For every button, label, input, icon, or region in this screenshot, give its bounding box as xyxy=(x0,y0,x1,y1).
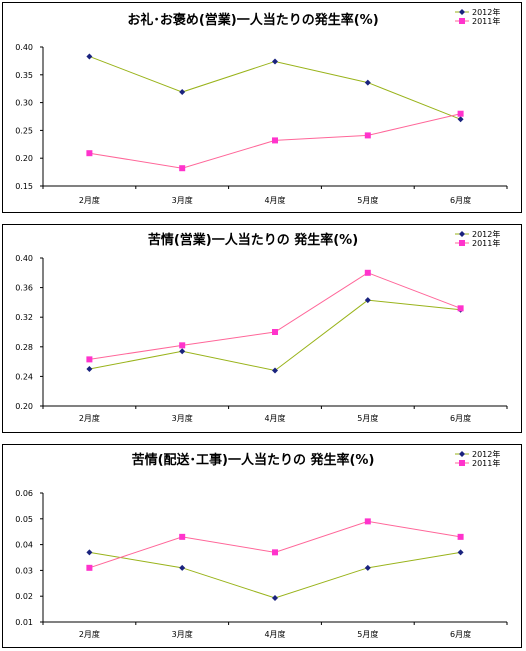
series-line-2012年 xyxy=(89,55,461,120)
series-line-2012年 xyxy=(89,551,461,599)
x-tick-label: 2月度 xyxy=(79,629,100,639)
chart-title: お礼･お褒め(営業)一人当たりの発生率(%) xyxy=(127,12,378,28)
x-tick-label: 4月度 xyxy=(264,195,285,205)
chart-title: 苦情(配送･工事)一人当たりの 発生率(%) xyxy=(132,452,375,468)
data-point xyxy=(179,342,186,349)
data-point xyxy=(86,356,93,363)
y-tick-label: 0.30 xyxy=(15,99,33,108)
x-tick-label: 5月度 xyxy=(357,195,378,205)
legend-label: 2011年 xyxy=(472,16,500,26)
data-point xyxy=(272,329,278,335)
y-tick-label: 0.02 xyxy=(15,592,33,601)
data-point xyxy=(86,549,93,556)
y-tick-label: 0.20 xyxy=(15,402,33,411)
data-point xyxy=(457,116,464,123)
y-tick-label: 0.05 xyxy=(15,515,33,524)
chart-3: 苦情(配送･工事)一人当たりの 発生率(%) 0.06 0.05 0.04 0.03 0.… xyxy=(15,449,508,639)
chart-panel-2: 苦情(営業)一人当たりの 発生率(%) 0.40 0.36 0.32 0.28 0.24 0… xyxy=(2,224,522,433)
series-line-2011年 xyxy=(89,272,461,360)
data-point xyxy=(179,348,186,355)
y-tick-label: 0.24 xyxy=(15,372,33,381)
x-tick-label: 3月度 xyxy=(172,195,193,205)
legend-label: 2012年 xyxy=(472,229,500,239)
data-point xyxy=(179,533,186,540)
y-tick-label: 0.04 xyxy=(15,541,33,550)
data-point xyxy=(86,53,93,60)
legend-marker xyxy=(459,240,465,246)
legend-marker xyxy=(459,231,465,237)
legend-label: 2011年 xyxy=(472,238,500,248)
data-point xyxy=(179,165,186,172)
legend-marker xyxy=(459,460,465,466)
data-point xyxy=(457,549,464,556)
legend-label: 2012年 xyxy=(472,7,500,17)
y-tick-label: 0.01 xyxy=(15,618,33,627)
legend-marker xyxy=(459,18,465,24)
data-point xyxy=(364,564,371,571)
data-point xyxy=(457,533,464,540)
data-point xyxy=(364,269,371,276)
data-point xyxy=(86,564,93,571)
legend-marker xyxy=(459,451,465,457)
y-tick-label: 0.35 xyxy=(15,71,33,80)
y-tick-label: 0.40 xyxy=(15,43,33,52)
y-tick-label: 0.03 xyxy=(15,566,33,575)
legend-label: 2011年 xyxy=(472,458,500,468)
data-point xyxy=(364,79,371,86)
data-point xyxy=(179,564,186,571)
data-point xyxy=(272,137,278,144)
data-point xyxy=(86,150,93,157)
x-tick-label: 6月度 xyxy=(450,629,471,639)
y-tick-label: 0.28 xyxy=(15,343,33,352)
series-line-2011年 xyxy=(89,520,461,569)
legend-label: 2012年 xyxy=(472,449,500,459)
data-point xyxy=(272,549,278,556)
data-point xyxy=(86,366,93,372)
data-point xyxy=(457,110,464,117)
chart-title: 苦情(営業)一人当たりの 発生率(%) xyxy=(148,232,358,248)
data-point xyxy=(457,305,464,312)
y-tick-label: 0.36 xyxy=(15,284,33,293)
y-tick-label: 0.20 xyxy=(15,154,33,163)
y-tick-label: 0.06 xyxy=(15,489,33,498)
x-tick-label: 3月度 xyxy=(172,629,193,639)
y-tick-label: 0.15 xyxy=(15,182,33,191)
x-tick-label: 4月度 xyxy=(264,413,285,423)
data-point xyxy=(179,89,186,96)
data-point xyxy=(364,132,371,139)
x-tick-label: 5月度 xyxy=(357,629,378,639)
x-tick-label: 6月度 xyxy=(450,413,471,423)
y-tick-label: 0.25 xyxy=(15,126,33,135)
data-point xyxy=(364,518,371,525)
chart-panel-1: お礼･お褒め(営業)一人当たりの発生率(%) 0.40 0.35 0.30 0.25 0.… xyxy=(2,2,522,213)
data-point xyxy=(364,297,371,304)
x-tick-label: 6月度 xyxy=(450,195,471,205)
legend-marker xyxy=(459,9,465,15)
chart-panel-3: 苦情(配送･工事)一人当たりの 発生率(%) 0.06 0.05 0.04 0.03 0.… xyxy=(2,444,522,648)
chart-2: 苦情(営業)一人当たりの 発生率(%) 0.40 0.36 0.32 0.28 0.24 0… xyxy=(15,229,508,423)
x-tick-label: 4月度 xyxy=(264,629,285,639)
x-tick-label: 5月度 xyxy=(357,413,378,423)
chart-1: お礼･お褒め(営業)一人当たりの発生率(%) 0.40 0.35 0.30 0.25 0.… xyxy=(15,7,508,205)
x-tick-label: 3月度 xyxy=(172,413,193,423)
data-point xyxy=(272,58,278,65)
series-line-2012年 xyxy=(89,299,461,372)
y-tick-label: 0.32 xyxy=(15,313,33,322)
x-tick-label: 2月度 xyxy=(79,195,100,205)
y-tick-label: 0.40 xyxy=(15,254,33,263)
data-point xyxy=(272,595,278,602)
x-tick-label: 2月度 xyxy=(79,413,100,423)
data-point xyxy=(272,367,278,374)
